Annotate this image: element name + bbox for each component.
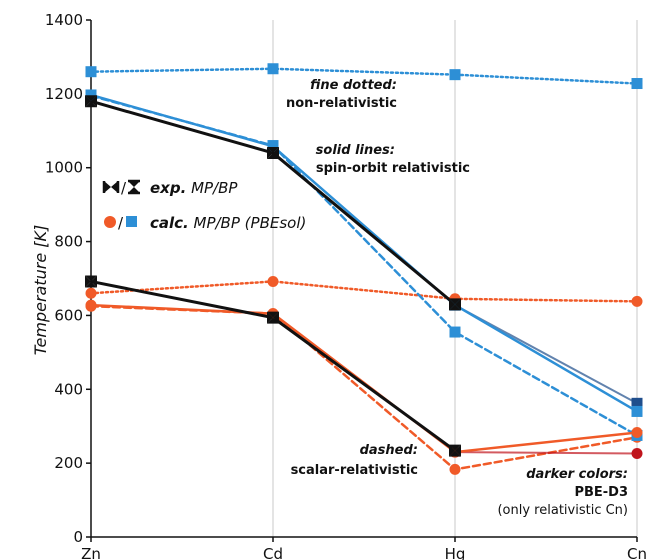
series-line-bp_so <box>90 93 638 413</box>
series-line-mp_nonrel <box>89 280 639 303</box>
data-point-29 <box>267 311 279 324</box>
legend-exp-label: exp. MP/BP <box>150 179 238 197</box>
svg-text:/: / <box>121 179 127 197</box>
x-tick-label: Cd <box>263 545 283 560</box>
data-point-19 <box>631 397 643 409</box>
data-point-20 <box>85 299 97 311</box>
data-point-33 <box>449 298 461 311</box>
svg-text:darker colors:: darker colors: <box>526 467 628 482</box>
data-point-32 <box>267 146 279 159</box>
svg-text:PBE-D3: PBE-D3 <box>574 485 628 500</box>
svg-text:fine dotted:: fine dotted: <box>310 78 397 93</box>
svg-text:spin-orbit relativistic: spin-orbit relativistic <box>316 161 470 176</box>
data-point-23 <box>631 426 643 438</box>
series-markers <box>85 63 643 475</box>
y-tick-label: 400 <box>54 380 83 398</box>
svg-text:dashed:: dashed: <box>360 443 418 458</box>
legend-calc-label: calc. MP/BP (PBEsol) <box>150 214 306 232</box>
data-point-6 <box>449 69 461 81</box>
data-point-0 <box>85 287 97 299</box>
y-tick-label: 800 <box>54 233 83 251</box>
legend-calc-symbols: / <box>104 214 137 232</box>
annotation-fine-dotted: fine dotted: non-relativistic <box>286 78 397 111</box>
data-point-30 <box>449 444 461 457</box>
data-point-28 <box>85 275 97 288</box>
svg-text:scalar-relativistic: scalar-relativistic <box>291 463 418 478</box>
data-point-24 <box>85 89 97 101</box>
svg-text:non-relativistic: non-relativistic <box>286 96 397 111</box>
annotation-dashed: dashed: scalar-relativistic <box>291 443 418 478</box>
x-tick-labels: Zn Cd Hg Cn <box>81 537 647 560</box>
data-point-7 <box>631 78 643 90</box>
x-tick-label: Zn <box>81 545 101 560</box>
data-point-1 <box>267 275 279 287</box>
series-line-bp_nonrel <box>89 67 639 85</box>
svg-text:/: / <box>118 214 124 232</box>
data-point-4 <box>85 66 97 78</box>
data-point-27 <box>631 405 643 417</box>
y-tick-label: 600 <box>54 306 83 324</box>
svg-text:(only relativistic Cn): (only relativistic Cn) <box>497 503 628 518</box>
y-tick-label: 1400 <box>45 11 83 29</box>
data-point-31 <box>85 95 97 108</box>
svg-text:solid lines:: solid lines: <box>316 143 395 158</box>
data-point-25 <box>267 140 279 152</box>
data-point-14 <box>449 326 461 338</box>
y-axis-label: Temperature [K] <box>31 225 50 356</box>
series-lines <box>89 67 639 471</box>
data-point-5 <box>267 63 279 75</box>
y-tick-label: 0 <box>73 528 83 546</box>
annotation-darker-colors: darker colors: PBE-D3 (only relativistic… <box>497 467 628 518</box>
legend-exp-symbols: / <box>102 179 140 197</box>
data-point-17 <box>631 448 643 460</box>
y-tick-label: 1000 <box>45 159 83 177</box>
series-line-mp_so <box>90 303 638 454</box>
annotation-solid-lines: solid lines: spin-orbit relativistic <box>316 143 470 176</box>
series-line-mp_d3 <box>454 451 638 455</box>
y-tick-labels: 0 200 400 600 800 1000 1200 1400 <box>45 11 91 546</box>
y-tick-label: 200 <box>54 454 83 472</box>
y-tick-label: 1200 <box>45 85 83 103</box>
data-point-10 <box>449 463 461 475</box>
x-tick-label: Hg <box>445 545 466 560</box>
data-point-3 <box>631 295 643 307</box>
x-tick-label: Cn <box>627 545 647 560</box>
legend: / exp. MP/BP / calc. MP/BP (PBEsol) <box>102 179 306 232</box>
